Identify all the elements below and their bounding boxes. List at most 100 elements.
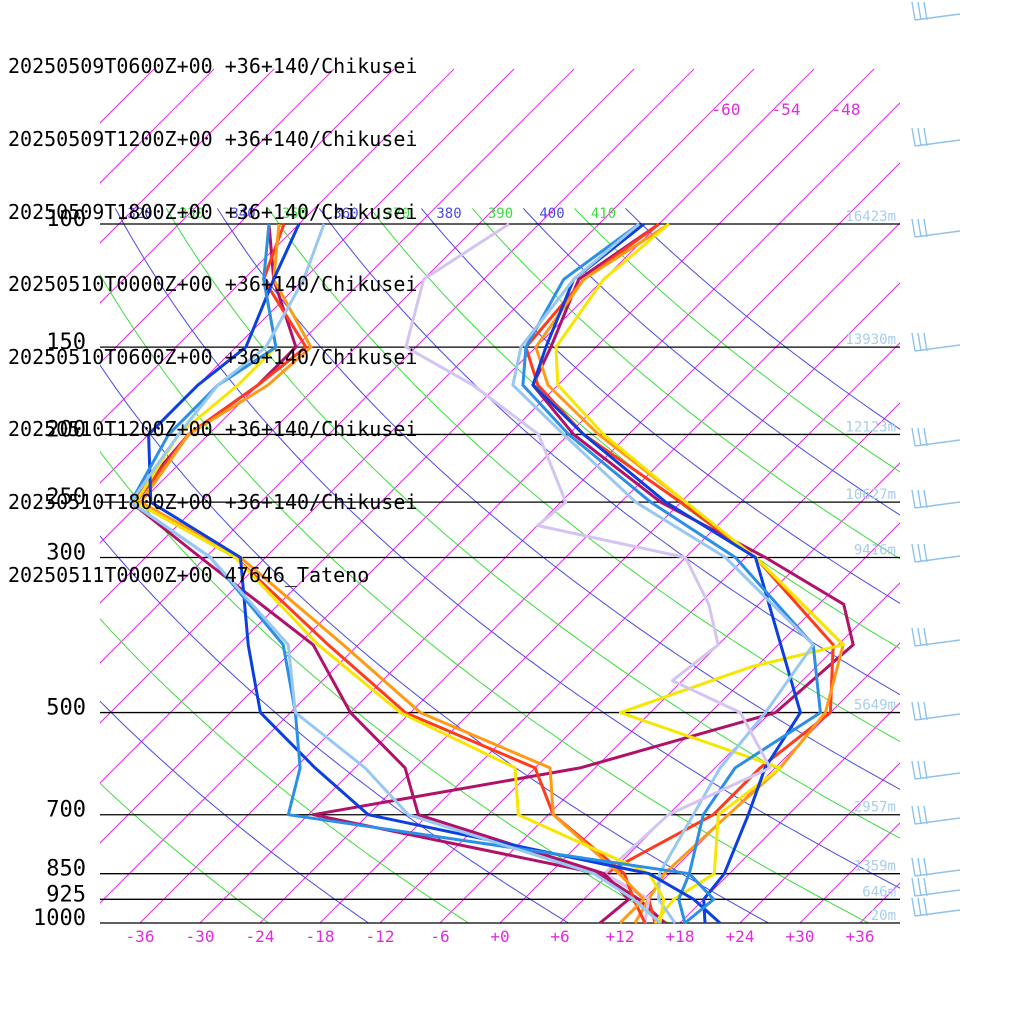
pressure-level-lines [100, 223, 900, 924]
temperature-tick-label: +18 [666, 927, 695, 946]
dry-adiabat-line [165, 208, 900, 839]
isotherm-line [139, 162, 900, 923]
height-label: 646m [862, 884, 896, 900]
isotherm-line [100, 68, 755, 724]
axis-labels: 100 16423m 150 13930m 200 12123m 250 10627m 300 9… [33, 100, 896, 946]
upper-temperature-label: -60 [712, 100, 741, 119]
wind-barb [911, 897, 961, 917]
temperature-tick-label: +30 [786, 927, 815, 946]
isotherm-line [100, 68, 875, 844]
sounding-profile-line [531, 222, 802, 924]
pressure-label: 200 [46, 417, 86, 442]
isotherm-line [100, 68, 695, 664]
height-label: 1359m [854, 859, 896, 875]
sounding-profile-line [521, 222, 822, 924]
height-label: 5649m [854, 698, 896, 714]
theta-label: 390 [488, 206, 513, 222]
pressure-label: 700 [46, 798, 86, 823]
height-label: 9416m [854, 543, 896, 559]
height-label: 13930m [845, 332, 896, 348]
wind-barb [911, 218, 961, 238]
isotherm-line [799, 822, 900, 923]
dry-adiabat-line [420, 208, 900, 604]
legend-entry-6: 20250510T1800Z+00 +36+140/Chikusei [8, 489, 418, 514]
upper-temperature-label: -54 [772, 100, 801, 119]
wind-barb [911, 127, 961, 147]
legend-entry-7: 20250511T0000Z+00 47646_Tateno [8, 562, 370, 587]
wind-barb [911, 332, 961, 352]
dry-adiabat-line [625, 208, 900, 430]
legend-entry-4: 20250510T0600Z+00 +36+140/Chikusei [8, 344, 418, 369]
sounding-profile-line [534, 222, 845, 924]
isotherm-line [100, 68, 575, 544]
theta-label: 340 [230, 206, 255, 222]
wind-barbs [911, 1, 961, 917]
legend-entry-3: 20250510T0000Z+00 +36+140/Chikusei [8, 272, 418, 297]
dry-adiabat-line [574, 208, 900, 473]
wind-barb [911, 857, 961, 877]
theta-label: 350 [282, 206, 307, 222]
wind-barb [911, 489, 961, 509]
pressure-label: 300 [46, 541, 86, 566]
legend-entry-5: 20250510T1200Z+00 +36+140/Chikusei [8, 417, 418, 442]
isotherm-line [319, 342, 900, 923]
temperature-tick-label: -36 [126, 927, 155, 946]
pressure-label: 500 [46, 696, 86, 721]
theta-label: 320 [127, 206, 152, 222]
dry-adiabat-line [267, 208, 900, 743]
pressure-label: 1000 [33, 906, 86, 931]
height-label: -20m [862, 908, 896, 924]
wind-barb [911, 1, 961, 21]
dry-adiabat-line [318, 208, 900, 696]
sounding-profile-line [511, 222, 815, 924]
dry-adiabat-line [522, 208, 900, 516]
pressure-label: 150 [46, 330, 86, 355]
height-label: 16423m [845, 209, 896, 225]
sounding-profile-line [524, 222, 835, 924]
isotherm-line [559, 582, 900, 923]
legend-entry-0: 20250509T0600Z+00 +36+140/Chikusei [8, 54, 418, 79]
isotherm-line [100, 68, 635, 604]
theta-label: 330 [179, 206, 204, 222]
theta-label: 410 [591, 206, 616, 222]
upper-temperature-label: -48 [832, 100, 861, 119]
isotherm-line [100, 68, 515, 484]
pressure-label: 925 [46, 882, 86, 907]
isotherm-line [100, 102, 900, 904]
wind-barb [911, 805, 961, 825]
chart-legend: 20250509T0600Z+00 +36+140/Chikusei 20250… [8, 6, 417, 611]
isotherm-line [100, 68, 815, 784]
sounding-profile-line [311, 222, 855, 925]
theta-label: 360 [333, 206, 358, 222]
isotherm-line [679, 702, 900, 923]
isotherm-line [739, 762, 900, 923]
sounding-profile-line [129, 223, 716, 925]
temperature-tick-label: -12 [366, 927, 395, 946]
pressure-label: 100 [46, 207, 86, 232]
isotherm-line [100, 68, 455, 424]
theta-label: 380 [436, 206, 461, 222]
wind-barb [911, 543, 961, 563]
sounding-profile-line [147, 223, 722, 925]
isotherm-line [499, 522, 900, 923]
legend-entry-1: 20250509T1200Z+00 +36+140/Chikusei [8, 127, 418, 151]
temperature-tick-label: -24 [246, 927, 275, 946]
sounding-profile-line [129, 223, 631, 925]
height-label: 2957m [854, 800, 896, 816]
legend-entry-2: 20250509T1800Z+00 +36+140/Chikusei [8, 199, 418, 224]
sounding-profile-line [554, 222, 845, 924]
pressure-label: 850 [46, 857, 86, 882]
height-label: 10627m [845, 487, 896, 503]
isotherm-line [100, 68, 335, 304]
wind-barb [911, 627, 961, 647]
isotherm-line [259, 282, 900, 923]
temperature-tick-label: +36 [846, 927, 875, 946]
temperature-tick-label: +0 [490, 927, 509, 946]
dry-adiabat-line [216, 208, 900, 790]
temperature-tick-label: -6 [430, 927, 449, 946]
isotherm-line [100, 68, 275, 244]
sounding-profiles [129, 222, 855, 925]
temperature-tick-label: -18 [306, 927, 335, 946]
wind-barb [911, 760, 961, 780]
